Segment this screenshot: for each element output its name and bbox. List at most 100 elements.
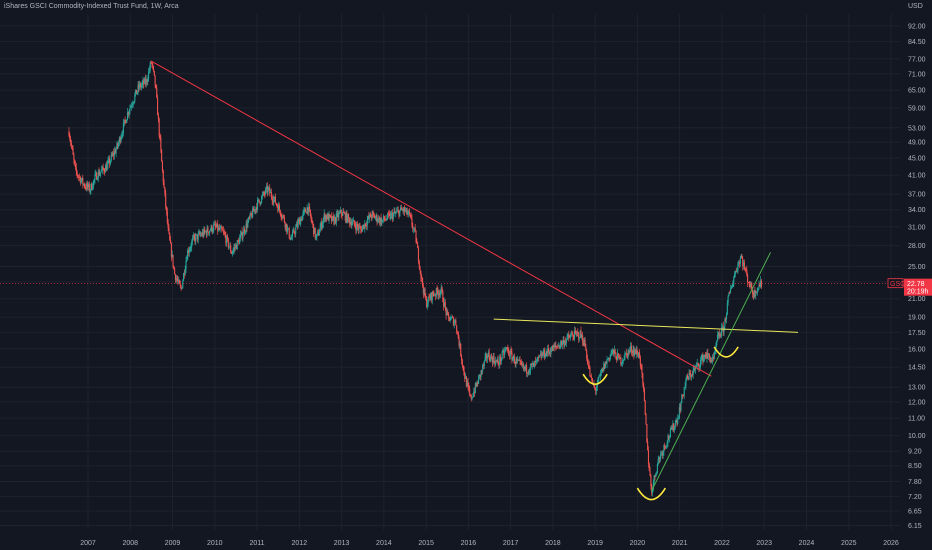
- candle-body: [597, 378, 599, 385]
- candle-body: [588, 364, 590, 368]
- candle-body: [94, 174, 96, 180]
- candle-body: [83, 183, 85, 185]
- candle-body: [743, 262, 745, 269]
- candle-body: [459, 343, 461, 347]
- candle-body: [350, 221, 352, 227]
- candle-body: [578, 337, 580, 339]
- candle-body: [317, 231, 320, 236]
- candle-body: [348, 214, 350, 219]
- candle-body: [102, 166, 104, 170]
- candle-body: [187, 250, 190, 253]
- candle-body: [595, 387, 598, 391]
- candle-body: [439, 291, 441, 295]
- candle-body: [74, 159, 76, 164]
- candle-body: [641, 365, 643, 374]
- candle-body: [184, 269, 186, 275]
- candle-body: [651, 489, 654, 493]
- candle-body: [550, 351, 552, 355]
- candle-body: [535, 359, 537, 362]
- candle-body: [228, 246, 230, 248]
- x-tick-label: 2024: [799, 540, 815, 547]
- candle-body: [694, 368, 696, 370]
- y-tick-label: 7.80: [908, 479, 922, 486]
- candle-body: [136, 91, 138, 95]
- candle-body: [192, 235, 194, 239]
- candle-body: [630, 346, 632, 352]
- candle-body: [716, 341, 718, 346]
- candle-body: [603, 363, 605, 371]
- candle-body: [226, 236, 228, 244]
- candle-body: [314, 227, 316, 239]
- candle-body: [182, 280, 184, 288]
- candle-body: [286, 223, 288, 232]
- candle-body: [325, 215, 327, 220]
- candle-body: [586, 358, 589, 364]
- candle-body: [630, 346, 632, 350]
- candle-body: [569, 337, 571, 339]
- candle-body: [378, 217, 381, 224]
- candle-body: [435, 288, 437, 296]
- candle-body: [448, 316, 450, 321]
- candle-body: [619, 357, 621, 359]
- candle-body: [760, 280, 762, 288]
- time-axis[interactable]: 2007 2008 2009 2010 2011 2012 2013 2014 2015 2016…: [80, 540, 899, 547]
- candle-body: [343, 212, 346, 214]
- candle-body: [100, 171, 102, 174]
- candle-body: [634, 350, 637, 354]
- candle-body: [587, 363, 589, 365]
- price-badge-value: 22.78: [907, 281, 925, 288]
- y-tick-label: 21.00: [908, 296, 926, 303]
- candle-body: [236, 240, 238, 250]
- candle-body: [213, 223, 216, 226]
- candle-body: [611, 350, 613, 354]
- candle-body: [408, 211, 410, 214]
- candle-body: [691, 374, 693, 377]
- candle-body: [70, 139, 72, 143]
- candle-body: [659, 457, 661, 459]
- candle-body: [92, 180, 94, 188]
- candle-body: [489, 358, 491, 362]
- candle-body: [437, 291, 439, 296]
- candle-body: [221, 227, 223, 230]
- candle-body: [717, 332, 719, 335]
- candle-body: [282, 215, 284, 218]
- x-tick-label: 2021: [672, 540, 688, 547]
- candle-body: [500, 356, 502, 362]
- candle-body: [269, 187, 271, 194]
- candle-body: [675, 420, 677, 423]
- y-tick-label: 49.00: [908, 140, 926, 147]
- candle-body: [195, 234, 197, 242]
- candle-body: [130, 106, 132, 108]
- candle-body: [699, 360, 702, 367]
- candle-body: [647, 449, 650, 464]
- candle-body: [294, 233, 296, 234]
- candle-body: [340, 210, 342, 214]
- candle-body: [700, 358, 702, 361]
- candle-body: [346, 212, 348, 223]
- candle-body: [391, 212, 394, 220]
- candle-body: [736, 271, 738, 273]
- candle-body: [354, 224, 356, 227]
- candle-body: [681, 394, 683, 403]
- price-axis[interactable]: 92.00 84.50 77.00 71.00 65.00 59.00 53.00 49.00…: [908, 23, 926, 530]
- candle-body: [658, 457, 660, 460]
- candle-body: [250, 213, 252, 215]
- y-tick-label: 71.00: [908, 71, 926, 78]
- candle-body: [365, 223, 367, 226]
- candle-body: [320, 222, 322, 228]
- candle-body: [569, 335, 572, 338]
- candle-body: [534, 361, 537, 363]
- candle-body: [335, 213, 337, 223]
- candle-body: [640, 365, 642, 367]
- candle-body: [395, 212, 397, 214]
- candle-body: [704, 355, 706, 358]
- candle-body: [456, 331, 459, 333]
- x-tick-label: 2007: [80, 540, 96, 547]
- candle-body: [69, 135, 71, 140]
- candle-body: [400, 207, 402, 210]
- candle-body: [608, 357, 611, 360]
- candle-body: [618, 354, 620, 359]
- candle-body: [563, 339, 565, 346]
- candle-body: [95, 172, 97, 175]
